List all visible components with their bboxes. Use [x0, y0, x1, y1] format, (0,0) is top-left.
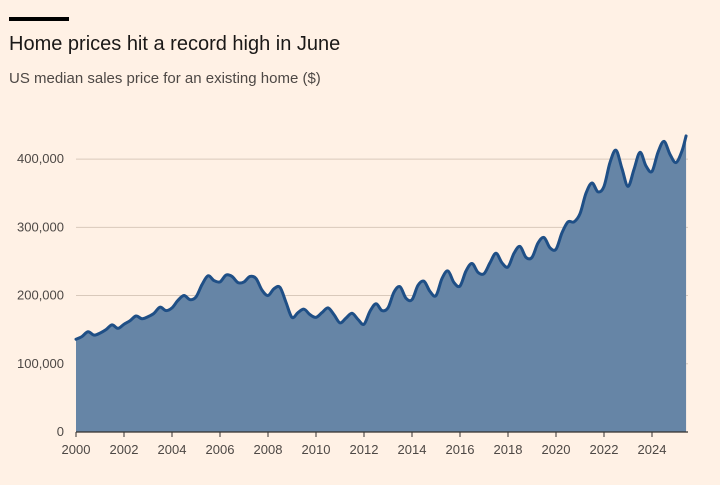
y-axis-labels: 0 100,000 200,000 300,000 400,000 [17, 151, 64, 439]
y-tick-label: 0 [57, 424, 64, 439]
x-tick-label: 2018 [494, 442, 523, 457]
x-tick-label: 2000 [62, 442, 91, 457]
x-tick-label: 2002 [110, 442, 139, 457]
x-tick-label: 2014 [398, 442, 427, 457]
x-tick-label: 2020 [542, 442, 571, 457]
chart-subtitle: US median sales price for an existing ho… [9, 70, 321, 87]
x-axis [75, 431, 688, 437]
x-tick-label: 2010 [302, 442, 331, 457]
x-tick-label: 2022 [590, 442, 619, 457]
y-tick-label: 300,000 [17, 219, 64, 234]
y-tick-label: 200,000 [17, 288, 64, 303]
x-tick-label: 2016 [446, 442, 475, 457]
x-tick-label: 2012 [350, 442, 379, 457]
x-tick-label: 2008 [254, 442, 283, 457]
y-tick-label: 100,000 [17, 356, 64, 371]
x-tick-label: 2024 [638, 442, 667, 457]
price-area [76, 135, 687, 433]
x-axis-labels: 2000 2002 2004 2006 2008 2010 2012 2014 2016 2018… [62, 442, 667, 457]
x-tick-label: 2006 [206, 442, 235, 457]
price-line [74, 134, 688, 341]
chart-title: Home prices hit a record high in June [9, 33, 341, 55]
y-tick-label: 400,000 [17, 151, 64, 166]
top-accent-rule [9, 17, 69, 21]
x-tick-label: 2004 [158, 442, 187, 457]
